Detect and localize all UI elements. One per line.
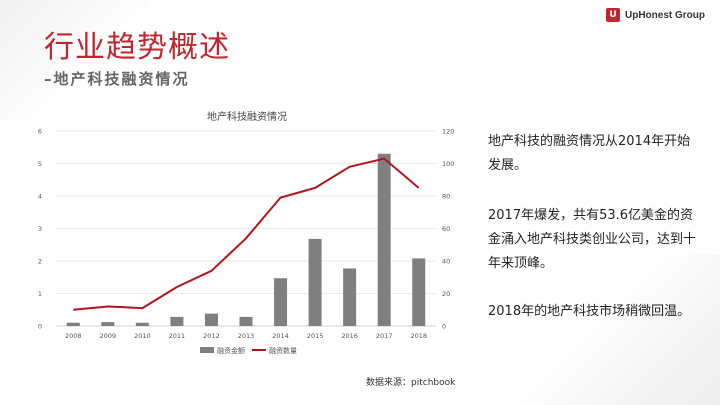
chart-title: 地产科技融资情况 [207, 110, 287, 123]
bar [135, 322, 149, 326]
legend-label-line: 融资数量 [269, 346, 297, 355]
bar [308, 238, 322, 326]
y-left-tick-label: 4 [38, 193, 42, 201]
bar [170, 316, 184, 326]
legend-swatch-bar [200, 347, 214, 353]
chart-bars [66, 153, 426, 326]
x-tick-label: 2009 [100, 332, 117, 340]
x-tick-label: 2018 [410, 332, 427, 340]
y-left-tick-label: 1 [38, 290, 42, 298]
x-tick-label: 2014 [272, 332, 289, 340]
chart-x-ticks: 2008 2009 2010 2011 2012 2013 2014 2015 2016 2017… [65, 332, 427, 340]
bar [204, 313, 218, 326]
chart-y-right-ticks: 0 20 40 60 80 100 120 [442, 128, 454, 331]
note-text: 2017年爆发，共有53.6亿美金的资金涌入地产科技类创业公司，达到十年来顶峰。 [488, 208, 697, 271]
x-tick-label: 2008 [65, 332, 82, 340]
y-left-tick-label: 6 [38, 128, 42, 136]
bar [412, 258, 426, 326]
bar [66, 322, 80, 326]
logo-text: UpHonest Group [625, 9, 705, 21]
note-text: 地产科技的融资情况从2014年开始发展。 [488, 134, 691, 173]
y-right-tick-label: 60 [442, 225, 450, 233]
legend-label-bar: 融资金额 [217, 346, 245, 355]
x-tick-label: 2013 [238, 332, 255, 340]
y-right-tick-label: 120 [442, 128, 454, 136]
chart-y-left-ticks: 0 1 2 3 4 5 6 [38, 128, 42, 331]
brand-logo: U UpHonest Group [606, 6, 705, 24]
page-title: 行业趋势概述 [44, 30, 230, 65]
y-right-tick-label: 40 [442, 258, 450, 266]
x-tick-label: 2010 [134, 332, 151, 340]
y-right-tick-label: 0 [442, 323, 446, 331]
x-tick-label: 2016 [341, 332, 358, 340]
y-left-tick-label: 3 [38, 225, 42, 233]
bar [239, 316, 253, 326]
x-tick-label: 2012 [203, 332, 220, 340]
y-right-tick-label: 20 [442, 290, 450, 298]
chart-legend: 融资金额 融资数量 [200, 346, 297, 355]
y-left-tick-label: 2 [38, 258, 42, 266]
bar [274, 278, 288, 326]
x-tick-label: 2011 [169, 332, 186, 340]
page-subtitle: –地产科技融资情况 [44, 70, 190, 88]
source-note: 数据来源：pitchbook [366, 378, 456, 388]
bar [377, 153, 391, 326]
x-tick-label: 2017 [376, 332, 393, 340]
bar [343, 268, 357, 326]
note-text: 2018年的地产科技市场稍微回温。 [488, 304, 691, 319]
y-left-tick-label: 5 [38, 160, 42, 168]
chart-line-series [73, 157, 420, 311]
up-logo-icon: U [606, 8, 620, 22]
y-right-tick-label: 100 [442, 160, 454, 168]
bar [101, 322, 115, 326]
x-tick-label: 2015 [307, 332, 324, 340]
corner-decoration [0, 0, 150, 120]
y-left-tick-label: 0 [38, 323, 42, 331]
corner-decoration [490, 255, 720, 405]
y-right-tick-label: 80 [442, 193, 450, 201]
